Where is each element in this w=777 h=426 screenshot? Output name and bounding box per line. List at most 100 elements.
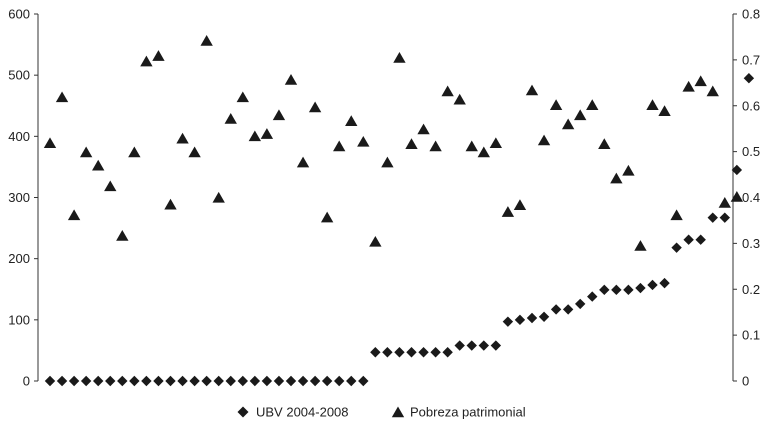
- left-tick-label: 500: [8, 68, 30, 83]
- ubv-point: [141, 375, 152, 387]
- pobreza-point: [67, 209, 81, 221]
- ubv-point: [562, 304, 574, 315]
- pobreza-point: [417, 123, 430, 135]
- pobreza-point: [128, 146, 141, 158]
- ubv-point: [695, 234, 706, 245]
- pobreza-point: [537, 134, 551, 146]
- pobreza-point: [405, 138, 418, 149]
- ubv-point: [430, 347, 441, 358]
- ubv-point: [273, 375, 285, 387]
- ubv-point: [93, 375, 104, 387]
- pobreza-point: [658, 105, 671, 116]
- ubv-point: [394, 347, 405, 358]
- right-tick-label: 0.3: [742, 236, 760, 251]
- ubv-point: [683, 234, 694, 245]
- pobreza-point: [489, 137, 503, 149]
- ubv-point: [285, 375, 297, 387]
- pobreza-point: [610, 172, 623, 184]
- pobreza-point: [670, 209, 683, 221]
- pobreza-point: [513, 199, 527, 210]
- ubv-point: [44, 375, 56, 387]
- pobreza-point: [212, 191, 225, 203]
- pobreza-point: [441, 85, 454, 97]
- ubv-point: [442, 347, 453, 358]
- ubv-point: [599, 284, 610, 296]
- pobreza-point: [465, 140, 478, 152]
- ubv-point: [587, 291, 598, 302]
- right-tick-label: 0.7: [742, 52, 760, 67]
- ubv-point: [165, 375, 176, 387]
- left-tick-label: 200: [8, 251, 30, 266]
- pobreza-point: [634, 240, 647, 251]
- pobreza-point: [561, 118, 575, 130]
- right-tick-label: 0: [742, 374, 749, 389]
- pobreza-point: [79, 146, 93, 158]
- ubv-point: [225, 375, 236, 387]
- pobreza-point: [164, 198, 177, 210]
- left-tick-label: 100: [8, 312, 30, 327]
- pobreza-point: [586, 99, 599, 110]
- pobreza-point: [224, 113, 237, 124]
- pobreza-point: [453, 93, 466, 105]
- pobreza-point: [260, 128, 274, 139]
- ubv-point: [743, 73, 755, 84]
- left-tick-label: 300: [8, 190, 30, 205]
- pobreza-point: [236, 91, 249, 103]
- pobreza-point: [694, 75, 707, 87]
- ubv-point: [261, 375, 273, 387]
- ubv-point: [731, 164, 743, 176]
- ubv-point: [177, 375, 188, 387]
- pobreza-point: [43, 137, 57, 149]
- right-tick-label: 0.8: [742, 7, 760, 22]
- ubv-point: [719, 212, 730, 223]
- pobreza-point: [477, 146, 490, 158]
- ubv-point: [68, 375, 80, 387]
- pobreza-point: [55, 91, 69, 103]
- ubv-point: [321, 375, 333, 387]
- ubv-point: [623, 284, 634, 296]
- pobreza-point: [200, 35, 213, 46]
- ubv-point: [454, 340, 465, 351]
- pobreza-point: [381, 156, 394, 168]
- ubv-point: [538, 311, 550, 322]
- pobreza-point: [682, 80, 695, 92]
- pobreza-point: [188, 146, 201, 158]
- ubv-point: [105, 375, 116, 387]
- ubv-point: [346, 375, 357, 387]
- left-tick-label: 0: [23, 374, 30, 389]
- ubv-point: [117, 375, 128, 387]
- ubv-point: [129, 375, 140, 387]
- pobreza-point: [525, 84, 539, 96]
- chart-legend: UBV 2004-2008 Pobreza patrimonial: [237, 405, 526, 420]
- pobreza-point: [248, 130, 262, 142]
- pobreza-point: [501, 206, 515, 217]
- ubv-point: [370, 347, 381, 358]
- ubv-point: [466, 340, 477, 351]
- ubv-point: [309, 375, 321, 387]
- right-tick-label: 0.6: [742, 98, 760, 113]
- ubv-point: [514, 314, 526, 326]
- ubv-point: [490, 340, 502, 351]
- pobreza-point: [622, 164, 635, 176]
- ubv-point: [478, 340, 489, 351]
- pobreza-point: [272, 109, 286, 121]
- legend-pobreza-marker: [391, 406, 405, 418]
- pobreza-point: [92, 159, 105, 171]
- right-tick-label: 0.1: [742, 328, 760, 343]
- right-tick-label: 0.2: [742, 282, 760, 297]
- legend-ubv-label: UBV 2004-2008: [256, 405, 349, 420]
- pobreza-point: [706, 85, 719, 97]
- ubv-point: [382, 347, 393, 358]
- pobreza-point: [345, 115, 358, 127]
- ubv-point: [358, 375, 369, 387]
- pobreza-point: [152, 50, 165, 61]
- pobreza-point: [104, 180, 117, 192]
- ubv-point: [550, 304, 562, 315]
- pobreza-point: [646, 99, 659, 110]
- ubv-point: [80, 375, 92, 387]
- pobreza-point: [393, 51, 406, 63]
- ubv-point: [297, 375, 309, 387]
- right-tick-label: 0.5: [742, 144, 760, 159]
- ubv-point: [647, 279, 658, 291]
